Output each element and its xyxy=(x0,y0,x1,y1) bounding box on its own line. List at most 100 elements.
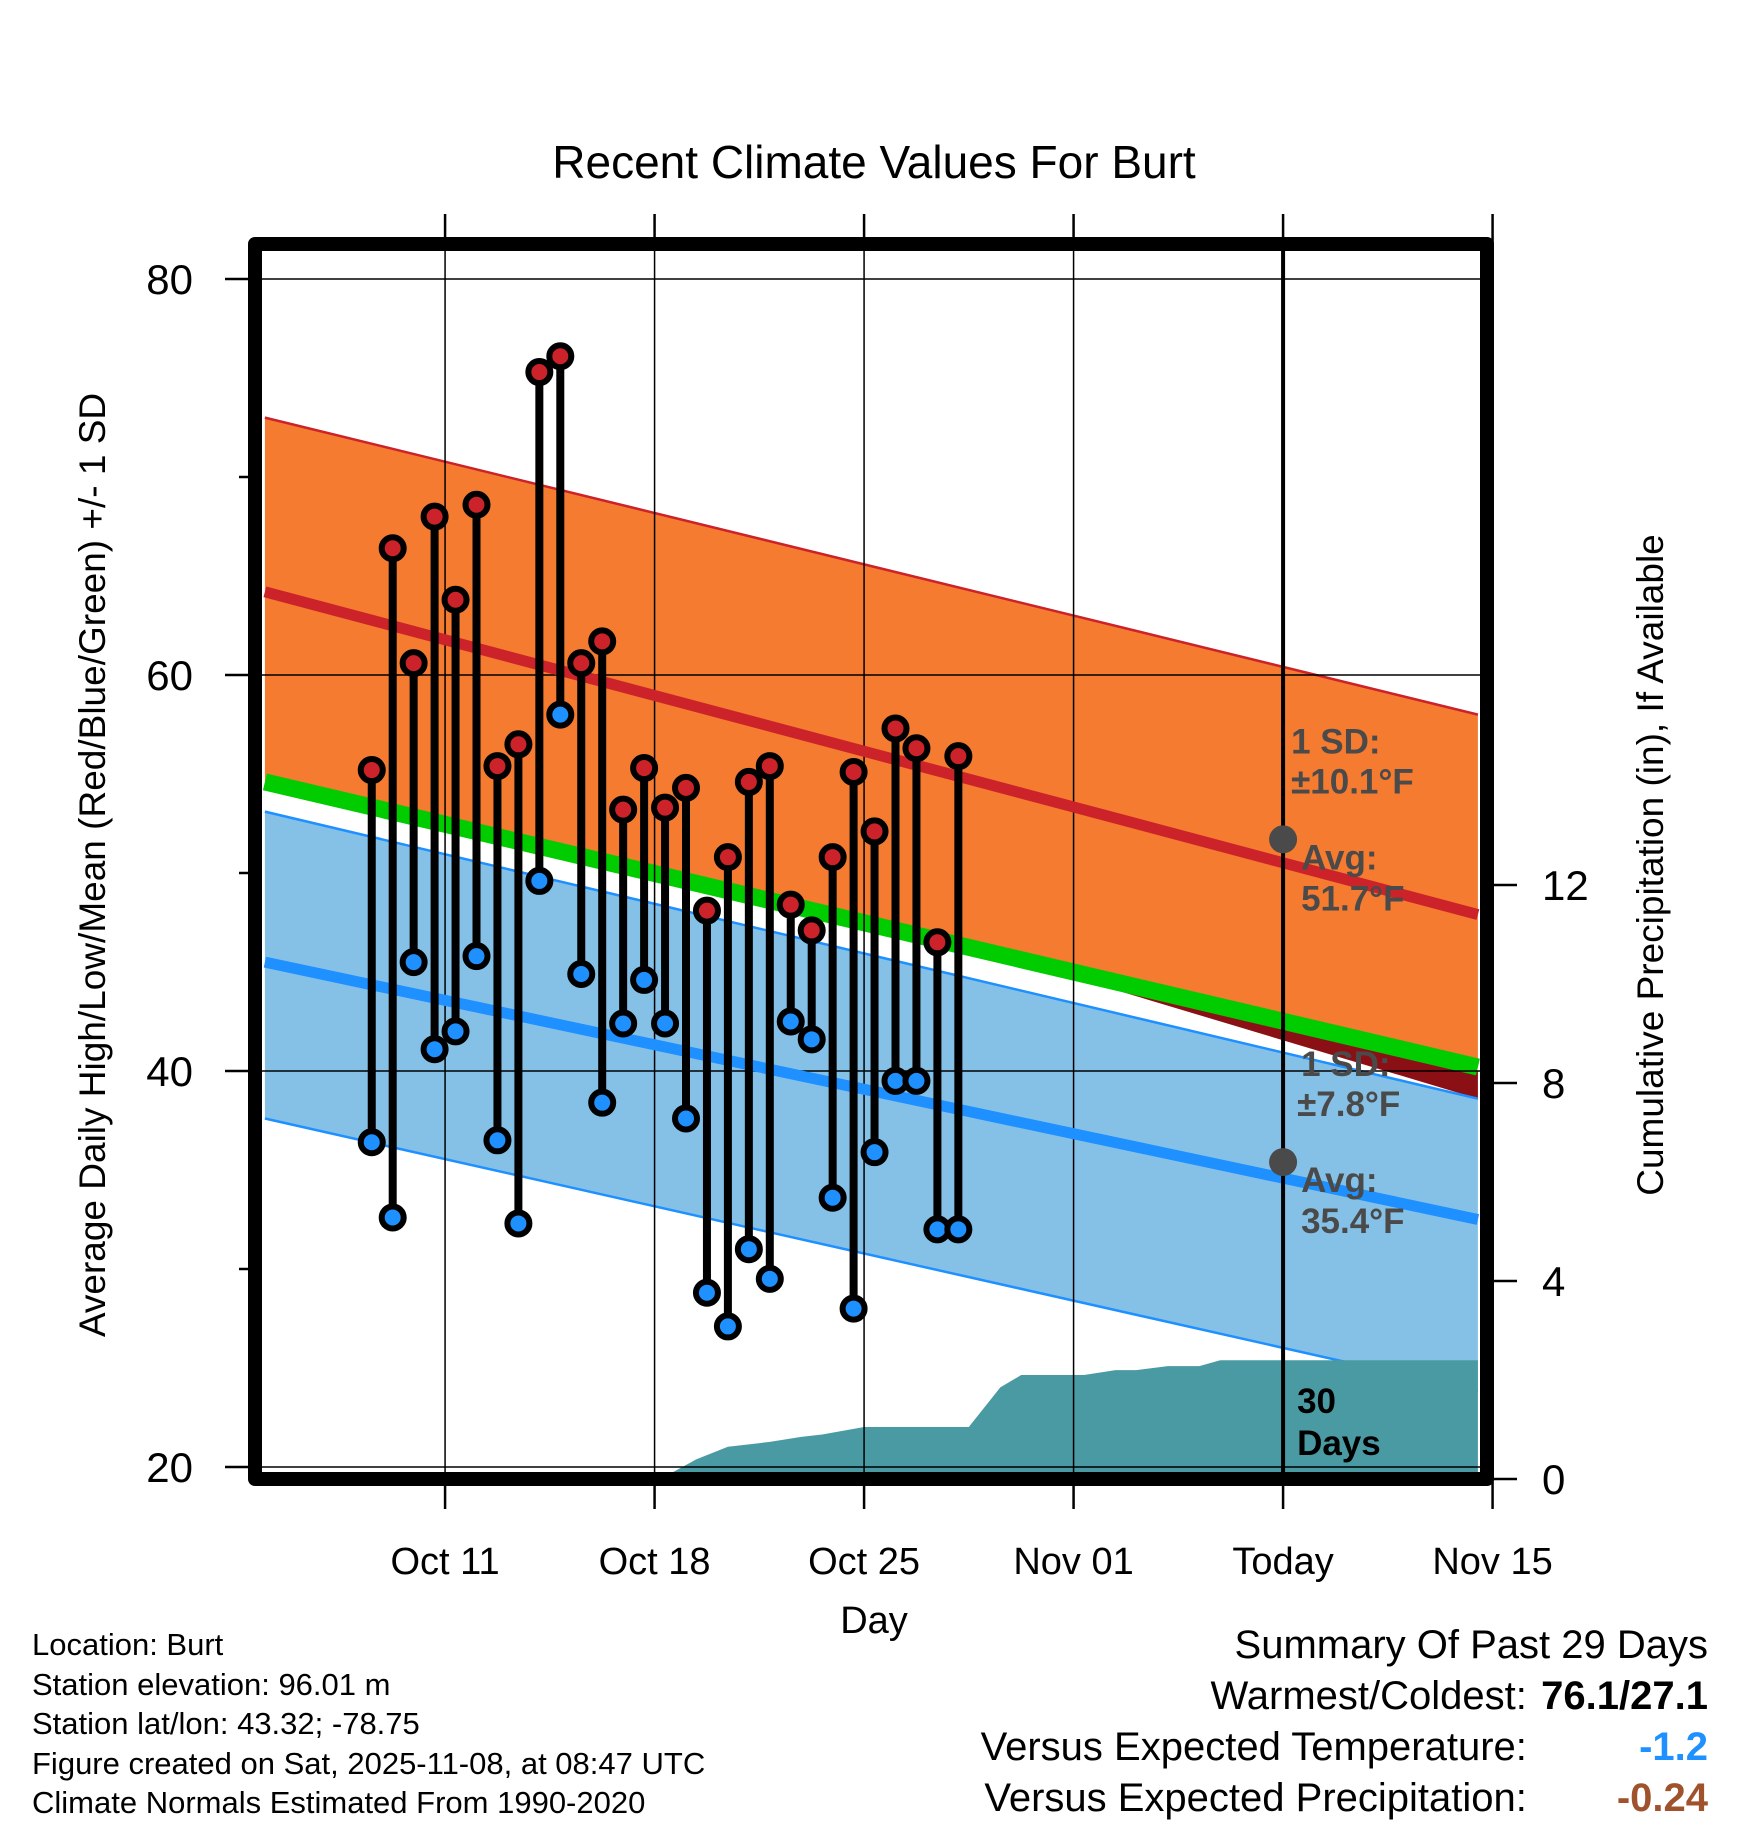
today-markers xyxy=(1269,825,1298,1177)
high-point xyxy=(630,754,659,783)
high-point xyxy=(713,843,742,872)
avg-high-line xyxy=(263,586,1480,920)
x-tick-label: Today xyxy=(1232,1541,1333,1583)
high-point xyxy=(609,795,638,824)
low-point xyxy=(776,1007,805,1036)
today-high-avg-marker xyxy=(1269,825,1298,854)
high-point xyxy=(504,730,533,759)
precip-area xyxy=(264,1360,1478,1479)
high-point xyxy=(399,649,428,678)
low-point xyxy=(588,1088,617,1117)
high-point xyxy=(525,358,554,387)
window-days-label: Days xyxy=(1297,1424,1381,1463)
high-point xyxy=(860,817,889,846)
y2-tick-label: 0 xyxy=(1542,1456,1565,1503)
low-point xyxy=(378,1203,407,1232)
high-point xyxy=(567,649,596,678)
high-point xyxy=(881,714,910,743)
high-point xyxy=(734,767,763,796)
high-sd-label: 1 SD: xyxy=(1291,722,1380,761)
y2-tick-label: 12 xyxy=(1542,862,1589,909)
high-point xyxy=(441,585,470,614)
low-point xyxy=(504,1209,533,1238)
high-point xyxy=(420,502,449,531)
high-point xyxy=(651,793,680,822)
high-point xyxy=(902,734,931,763)
high-point xyxy=(776,890,805,919)
x-tick-label: Oct 25 xyxy=(808,1541,920,1583)
low-sd-value: ±7.8°F xyxy=(1297,1085,1400,1124)
high-point xyxy=(672,773,700,802)
low-point xyxy=(462,942,491,971)
warm-cold-label: Warmest/Coldest: xyxy=(1210,1674,1527,1718)
warm-cold-value: 76.1/27.1 xyxy=(1541,1674,1708,1718)
summary-panel: Summary Of Past 29 Days Warmest/Coldest:… xyxy=(981,1620,1708,1824)
low-avg-label: Avg: xyxy=(1301,1161,1377,1200)
low-point xyxy=(567,959,596,988)
high-point xyxy=(462,490,491,519)
y-tick-label: 40 xyxy=(146,1048,193,1095)
high-point xyxy=(839,758,868,787)
daily-markers xyxy=(357,342,973,1341)
high-point xyxy=(692,896,721,925)
station-info: Location: Burt Station elevation: 96.01 … xyxy=(32,1625,705,1823)
low-point xyxy=(944,1215,973,1244)
high-sd-band xyxy=(264,417,1478,1068)
low-point xyxy=(399,948,428,977)
low-point xyxy=(609,1009,638,1038)
high-point xyxy=(378,534,407,563)
low-sd-label: 1 SD: xyxy=(1301,1045,1390,1084)
x-tick-label: Nov 01 xyxy=(1013,1541,1133,1583)
x-tick-label: Oct 18 xyxy=(599,1541,711,1583)
high-point xyxy=(588,627,617,656)
location-line: Location: Burt xyxy=(32,1627,224,1662)
low-point xyxy=(630,965,659,994)
temp-value: -1.2 xyxy=(1639,1725,1708,1769)
high-avg-label: Avg: xyxy=(1301,838,1377,877)
low-point xyxy=(525,866,554,895)
low-point xyxy=(818,1183,847,1212)
high-point xyxy=(818,843,847,872)
high-point xyxy=(923,928,952,957)
plot-frame xyxy=(248,237,1494,1486)
high-point xyxy=(483,752,512,781)
precip-label: Versus Expected Precipitation: xyxy=(984,1776,1527,1820)
low-point xyxy=(483,1126,512,1155)
today-low-avg-marker xyxy=(1269,1148,1298,1177)
temp-label: Versus Expected Temperature: xyxy=(980,1725,1527,1769)
low-point xyxy=(651,1009,680,1038)
high-point xyxy=(357,756,386,785)
x-tick-label: Nov 15 xyxy=(1432,1541,1552,1583)
x-axis-label: Day xyxy=(840,1600,908,1642)
normals-line: Climate Normals Estimated From 1990-2020 xyxy=(32,1785,646,1820)
low-point xyxy=(420,1035,449,1064)
y-tick-label: 80 xyxy=(146,256,193,303)
low-point xyxy=(692,1278,721,1307)
low-sd-lower-edge xyxy=(264,1117,1479,1393)
chart-title: Recent Climate Values For Burt xyxy=(552,136,1196,188)
daily-range-stems xyxy=(367,352,963,1331)
low-point xyxy=(672,1104,700,1133)
low-point xyxy=(357,1128,386,1157)
low-point xyxy=(755,1264,784,1293)
low-point xyxy=(839,1294,868,1323)
window-days-number: 30 xyxy=(1297,1382,1336,1421)
high-point xyxy=(546,342,575,371)
axes: 20 40 60 80 0 4 8 12 Oct 11 Oct 18 Oct 25 Nov 01 Tod… xyxy=(146,214,1589,1583)
y2-tick-label: 8 xyxy=(1542,1060,1565,1107)
y2-axis-label: Cumulative Precipitation (in), If Availa… xyxy=(1630,534,1671,1196)
high-avg-value: 51.7°F xyxy=(1301,879,1405,918)
high-point xyxy=(944,742,973,771)
high-sd-upper-edge xyxy=(264,416,1479,716)
precip-value: -0.24 xyxy=(1616,1776,1708,1820)
summary-temp-row: Versus Expected Temperature: -1.2 xyxy=(981,1722,1708,1773)
low-point xyxy=(734,1235,763,1264)
x-tick-label: Oct 11 xyxy=(391,1541,500,1583)
low-point xyxy=(713,1312,742,1341)
created-line: Figure created on Sat, 2025-11-08, at 08… xyxy=(32,1745,706,1781)
high-point xyxy=(755,752,784,781)
low-point xyxy=(902,1066,931,1095)
high-sd-value: ±10.1°F xyxy=(1291,762,1414,801)
y-tick-label: 20 xyxy=(146,1444,193,1491)
precipitation-area xyxy=(264,1360,1478,1479)
